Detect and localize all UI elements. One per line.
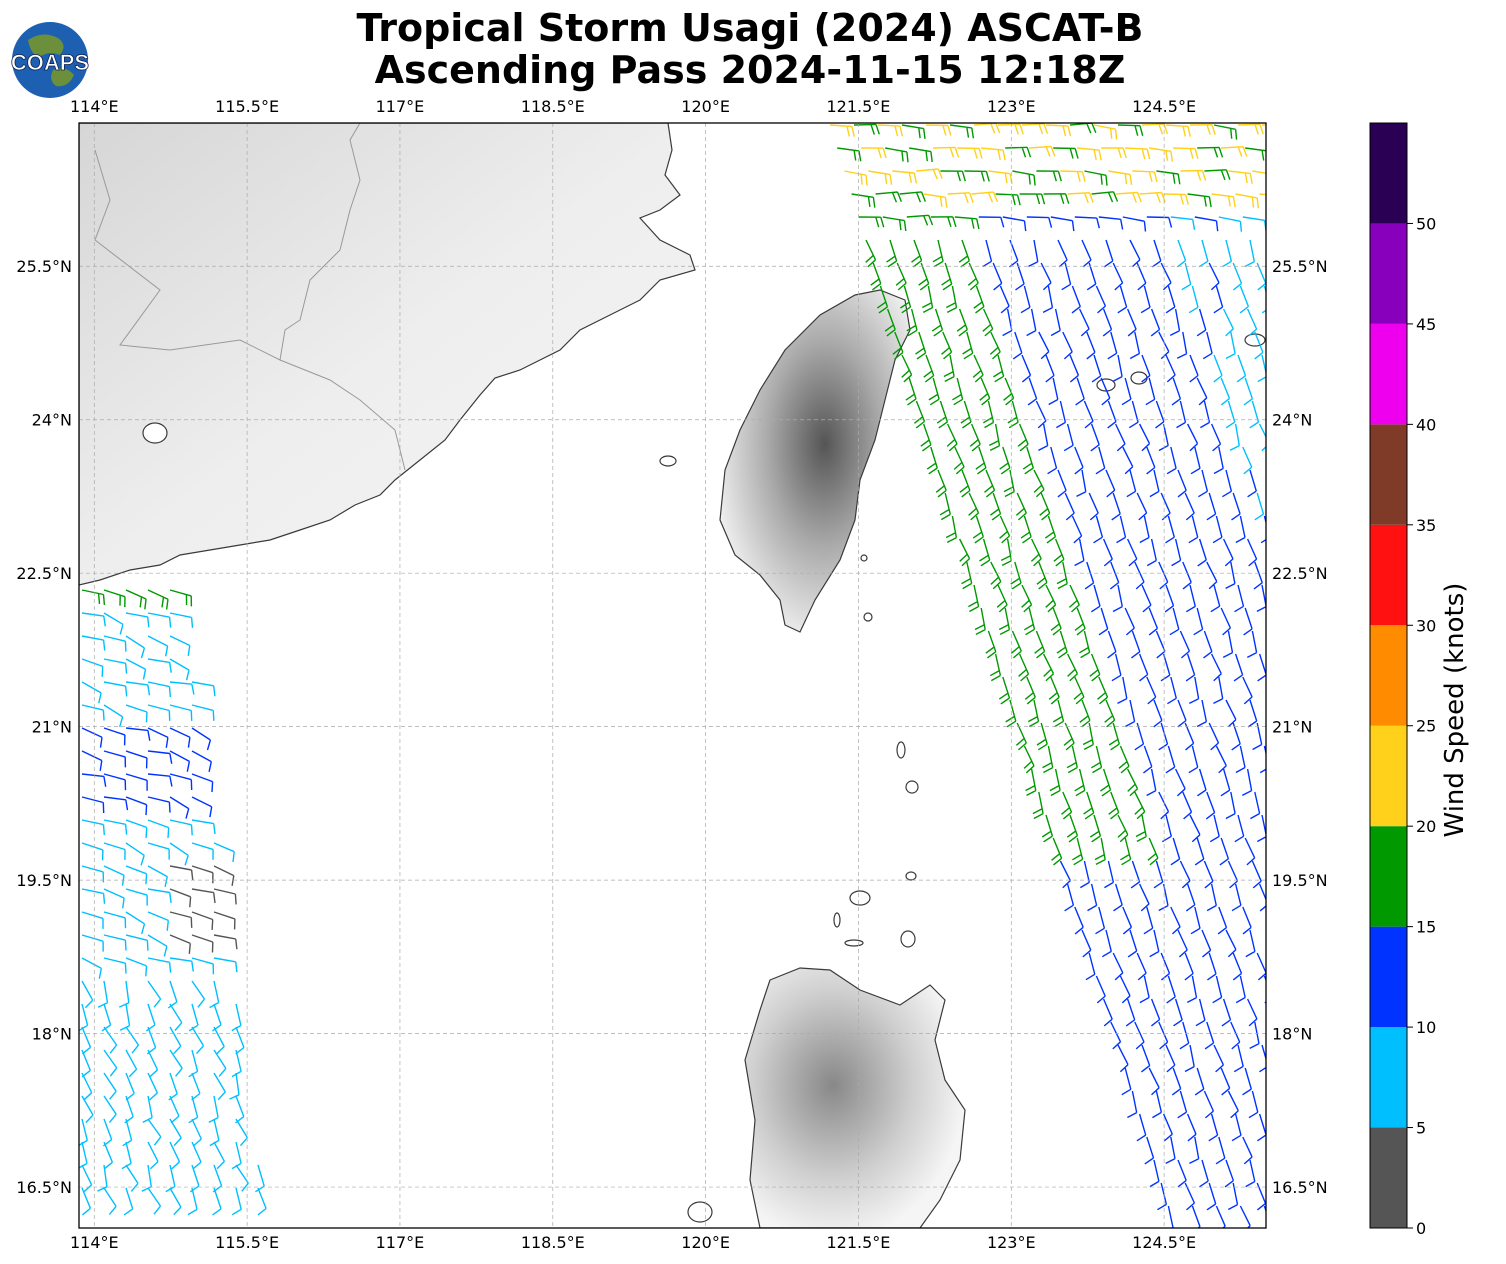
colorbar-tick: 30 [1416, 616, 1436, 635]
colorbar-bin [1370, 725, 1407, 827]
lat-tick-left: 22.5°N [16, 564, 72, 583]
colorbar: 0 5 10 15 20 25 30 35 40 45 50 [1369, 122, 1436, 1238]
lat-tick-left: 24°N [32, 411, 72, 430]
lon-tick-bottom: 118.5°E [521, 1233, 585, 1252]
lat-tick-right: 16.5°N [1272, 1178, 1328, 1197]
colorbar-tick: 25 [1416, 717, 1436, 736]
lon-tick-bottom: 114°E [70, 1233, 119, 1252]
lon-tick-bottom: 123°E [987, 1233, 1036, 1252]
colorbar-bin [1370, 625, 1407, 726]
colorbar-tick: 0 [1416, 1219, 1426, 1238]
land-china [79, 123, 696, 586]
lat-tick-right: 19.5°N [1272, 871, 1328, 890]
wind-map: 114°E 114°E 115.5°E 115.5°E 117°E 117°E 118.5°… [16, 97, 1327, 1252]
colorbar-bin [1370, 323, 1407, 425]
lon-tick-top: 118.5°E [521, 97, 585, 116]
lat-tick-left: 16.5°N [16, 1178, 72, 1197]
lat-tick-left: 19.5°N [16, 871, 72, 890]
colorbar-tick: 5 [1416, 1119, 1426, 1138]
lat-tick-left: 21°N [32, 718, 72, 737]
colorbar-bin [1370, 524, 1407, 626]
colorbar-tick: 10 [1416, 1018, 1436, 1037]
graticule [79, 123, 1266, 1228]
province-border [94, 123, 361, 361]
lat-tick-left: 18°N [32, 1025, 72, 1044]
lat-tick-left: 25.5°N [16, 257, 72, 276]
lon-tick-top: 124.5°E [1132, 97, 1196, 116]
colorbar-bin [1370, 1027, 1407, 1128]
colorbar-tick: 45 [1416, 315, 1436, 334]
colorbar-tick: 50 [1416, 214, 1436, 233]
colorbar-bin [1370, 1127, 1407, 1228]
chart-title-line2: Ascending Pass 2024-11-15 12:18Z [374, 48, 1126, 92]
coaps-logo: COAPS [10, 22, 90, 98]
colorbar-bin [1370, 223, 1407, 324]
colorbar-bin [1370, 123, 1407, 224]
lon-tick-bottom: 117°E [376, 1233, 425, 1252]
lon-tick-top: 120°E [681, 97, 730, 116]
province-border-2 [279, 359, 406, 471]
colorbar-label: Wind Speed (knots) [1440, 582, 1470, 838]
colorbar-bin [1370, 424, 1407, 525]
colorbar-tick: 40 [1416, 415, 1436, 434]
lat-tick-right: 25.5°N [1272, 257, 1328, 276]
axis-tick-labels: 114°E 114°E 115.5°E 115.5°E 117°E 117°E 118.5°… [16, 97, 1327, 1252]
chart-title-line1: Tropical Storm Usagi (2024) ASCAT-B [356, 6, 1144, 50]
lat-tick-right: 22.5°N [1272, 564, 1328, 583]
colorbar-tick: 20 [1416, 817, 1436, 836]
lon-tick-bottom: 120°E [681, 1233, 730, 1252]
map-frame [78, 122, 1267, 1229]
lat-tick-right: 21°N [1272, 718, 1312, 737]
colorbar-tick: 35 [1416, 516, 1436, 535]
lon-tick-top: 121.5°E [826, 97, 890, 116]
lon-tick-bottom: 115.5°E [215, 1233, 279, 1252]
colorbar-bin [1370, 926, 1407, 1028]
colorbar-tick: 15 [1416, 918, 1436, 937]
land-luzon [744, 967, 966, 1228]
lon-tick-bottom: 124.5°E [1132, 1233, 1196, 1252]
lat-tick-right: 24°N [1272, 411, 1312, 430]
lon-tick-top: 114°E [70, 97, 119, 116]
lon-tick-top: 123°E [987, 97, 1036, 116]
wind-barbs [79, 123, 1266, 1228]
lat-tick-right: 18°N [1272, 1025, 1312, 1044]
land-taiwan [719, 289, 911, 633]
logo-text: COAPS [11, 50, 89, 75]
lon-tick-bottom: 121.5°E [826, 1233, 890, 1252]
colorbar-bin [1370, 826, 1407, 927]
lon-tick-top: 115.5°E [215, 97, 279, 116]
lon-tick-top: 117°E [376, 97, 425, 116]
